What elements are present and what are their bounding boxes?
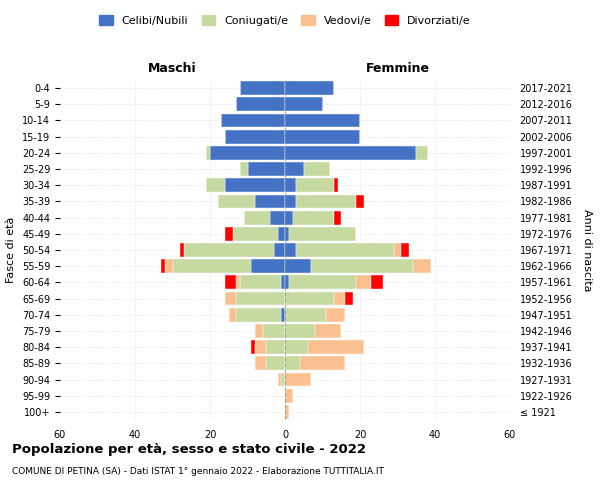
Bar (266, 340, 285, 354)
Bar (255, 340, 266, 354)
Bar (173, 260, 251, 273)
Bar (274, 243, 285, 257)
Bar (281, 372, 285, 386)
Bar (296, 178, 334, 192)
Bar (244, 210, 270, 224)
Bar (371, 276, 383, 289)
Bar (255, 194, 285, 208)
Bar (285, 130, 360, 143)
Bar (277, 372, 281, 386)
Text: Maschi: Maschi (148, 62, 197, 75)
Bar (251, 340, 255, 354)
Y-axis label: Fasce di età: Fasce di età (7, 217, 16, 283)
Bar (165, 260, 173, 273)
Bar (236, 276, 240, 289)
Bar (356, 276, 371, 289)
Bar (240, 162, 248, 176)
Bar (285, 292, 334, 306)
Bar (285, 114, 360, 128)
Bar (218, 194, 255, 208)
Bar (285, 210, 293, 224)
Bar (285, 162, 304, 176)
Bar (255, 324, 263, 338)
Bar (304, 162, 330, 176)
Bar (236, 308, 281, 322)
Bar (326, 308, 345, 322)
Bar (225, 130, 285, 143)
Bar (356, 194, 364, 208)
Bar (285, 243, 296, 257)
Bar (334, 178, 337, 192)
Bar (225, 178, 285, 192)
Bar (277, 227, 285, 240)
Text: Popolazione per età, sesso e stato civile - 2022: Popolazione per età, sesso e stato civil… (12, 442, 366, 456)
Bar (308, 340, 364, 354)
Bar (289, 276, 356, 289)
Bar (285, 178, 296, 192)
Bar (270, 210, 285, 224)
Bar (334, 210, 341, 224)
Bar (394, 243, 401, 257)
Bar (289, 227, 356, 240)
Bar (416, 146, 427, 160)
Bar (240, 276, 281, 289)
Bar (300, 356, 345, 370)
Bar (285, 276, 289, 289)
Bar (180, 243, 184, 257)
Bar (251, 260, 285, 273)
Bar (285, 324, 315, 338)
Bar (266, 356, 285, 370)
Bar (236, 292, 285, 306)
Bar (233, 227, 277, 240)
Bar (401, 243, 409, 257)
Bar (225, 292, 236, 306)
Bar (413, 260, 431, 273)
Text: Femmine: Femmine (365, 62, 430, 75)
Bar (206, 178, 225, 192)
Bar (285, 81, 334, 95)
Bar (285, 146, 416, 160)
Legend: Celibi/Nubili, Coniugati/e, Vedovi/e, Divorziati/e: Celibi/Nubili, Coniugati/e, Vedovi/e, Di… (95, 11, 475, 30)
Bar (285, 340, 308, 354)
Bar (161, 260, 165, 273)
Bar (285, 372, 311, 386)
Bar (315, 324, 341, 338)
Bar (281, 276, 285, 289)
Bar (281, 308, 285, 322)
Bar (285, 98, 323, 111)
Bar (240, 81, 285, 95)
Bar (229, 308, 236, 322)
Bar (293, 210, 334, 224)
Bar (285, 194, 296, 208)
Bar (184, 243, 274, 257)
Bar (225, 276, 236, 289)
Bar (334, 292, 345, 306)
Bar (255, 356, 266, 370)
Bar (210, 146, 285, 160)
Bar (248, 162, 285, 176)
Bar (296, 194, 356, 208)
Bar (285, 356, 300, 370)
Bar (225, 227, 233, 240)
Bar (285, 308, 326, 322)
Bar (285, 260, 311, 273)
Bar (285, 405, 289, 419)
Bar (221, 114, 285, 128)
Bar (263, 324, 285, 338)
Bar (285, 389, 293, 402)
Bar (296, 243, 394, 257)
Bar (206, 146, 210, 160)
Bar (345, 292, 353, 306)
Bar (285, 227, 289, 240)
Bar (236, 98, 285, 111)
Text: COMUNE DI PETINA (SA) - Dati ISTAT 1° gennaio 2022 - Elaborazione TUTTITALIA.IT: COMUNE DI PETINA (SA) - Dati ISTAT 1° ge… (12, 468, 384, 476)
Y-axis label: Anni di nascita: Anni di nascita (582, 208, 592, 291)
Bar (311, 260, 413, 273)
